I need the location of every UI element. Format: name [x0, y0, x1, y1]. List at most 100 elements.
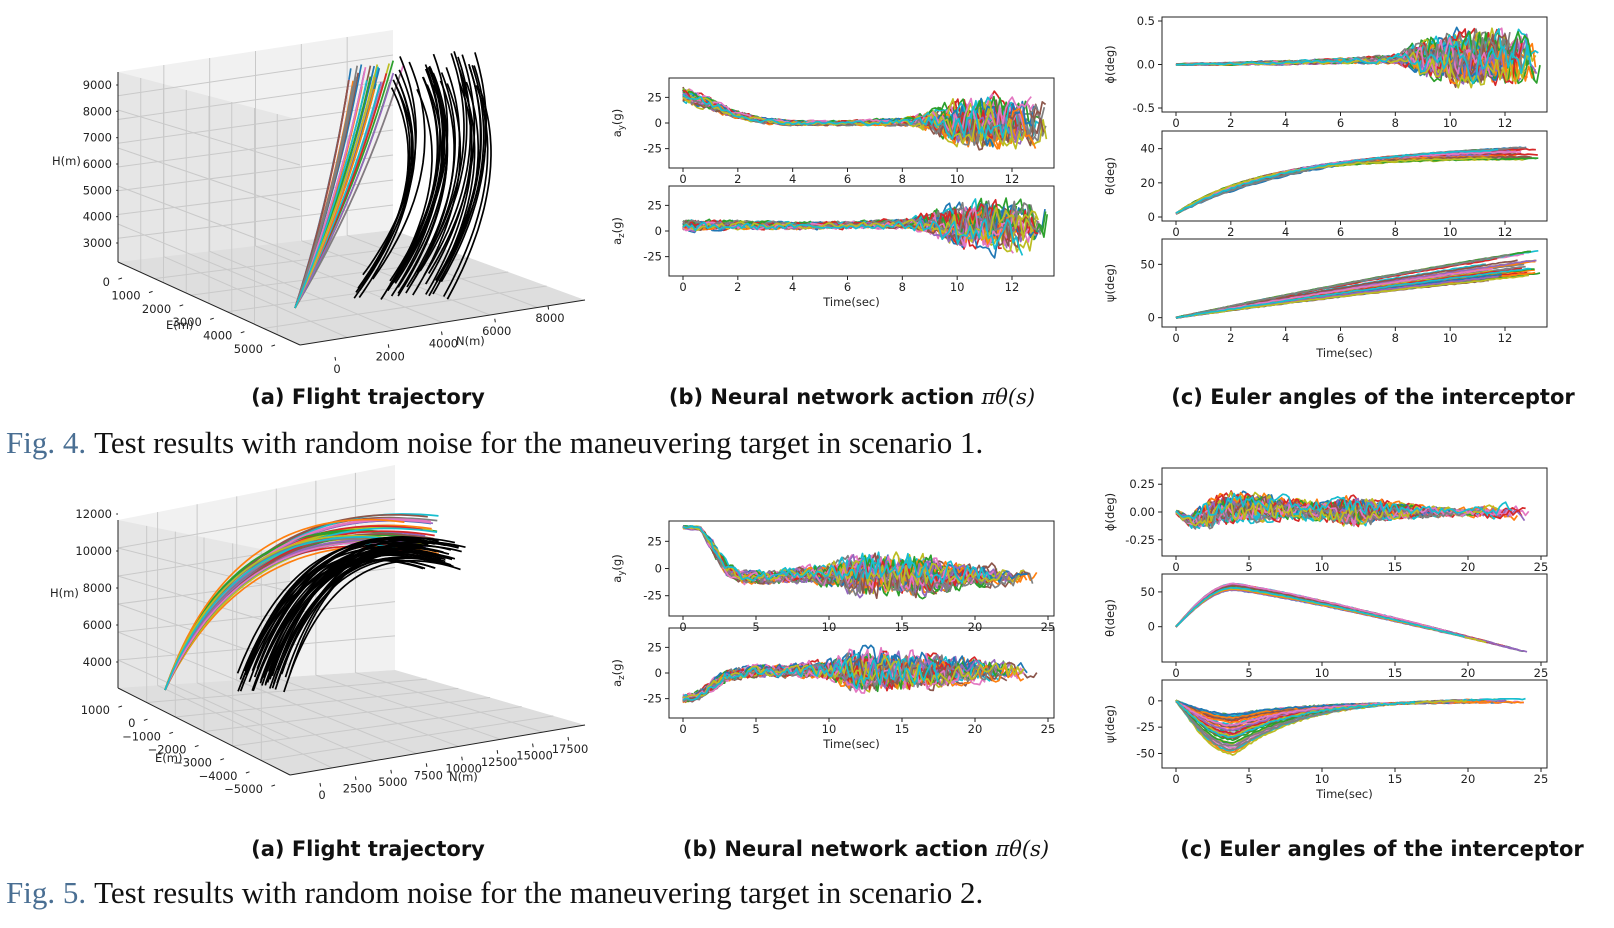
fig5b_top-xtick-label-3: 15: [895, 620, 910, 634]
fig5a-grid-back-h-3: [117, 567, 396, 605]
fig5a-y-tick-label-1: 0: [128, 716, 135, 730]
fig4a-x-tick-label-0: 0: [333, 362, 340, 376]
fig5a-y-tick-mark-2: [169, 731, 174, 735]
fig5a-y-tick-mark-1: [143, 718, 148, 721]
fig5b_bottom-xtick-label-1: 5: [752, 722, 759, 736]
fig5c_phi-xtick-label-5: 25: [1534, 560, 1549, 574]
fig4a-grid-side-d-2: [117, 147, 301, 211]
fig4b_bottom-xlabel: Time(sec): [822, 295, 880, 309]
fig5a-grid-side-d-5: [117, 659, 291, 739]
fig4b_top-xtick-label-3: 6: [844, 172, 851, 186]
fig5c_phi-series-39: [1175, 492, 1513, 520]
fig4c_theta-series-18: [1175, 157, 1519, 214]
fig5c_psi-xlabel: Time(sec): [1315, 787, 1373, 801]
fig5c_theta-xtick-label-2: 10: [1315, 666, 1330, 680]
fig4b_top-ylabel-unit: (g): [610, 109, 624, 125]
fig5a-x-tick-mark-0: [319, 782, 322, 787]
fig4c_psi-xtick-label-3: 6: [1337, 331, 1344, 345]
fig5a-target-25: [236, 541, 423, 674]
fig5b_bottom-ylabel-sub: z: [617, 675, 627, 680]
fig5b_top-series-39: [682, 525, 991, 584]
fig5-phi-plot: 0 5 10 15 20 25 -0.25 0.00 0.25 ϕ(deg): [1103, 467, 1549, 574]
fig5c_theta-series-39: [1175, 586, 1465, 638]
fig4b_top-xtick-label-5: 10: [950, 172, 965, 186]
fig5a-grid-back-h-4: [117, 601, 396, 633]
fig5b_top-xtick-label-5: 25: [1041, 620, 1056, 634]
fig5c_theta-series-34: [1175, 583, 1528, 653]
fig4c_theta-series-39: [1175, 148, 1499, 214]
fig4c_psi-xtick-label-0: 0: [1172, 331, 1179, 345]
fig5b_top-ylabel: ay(g): [610, 554, 627, 582]
fig4c_theta-ytick-label-2: 40: [1140, 142, 1155, 156]
fig5a-y-tick-label-5: −4000: [199, 769, 238, 783]
fig4c_theta-series-7: [1175, 157, 1518, 215]
fig5c_theta-series-38: [1175, 587, 1487, 644]
fig5a-target-39: [272, 551, 453, 684]
fig5-subcaption-b-text: (b) Neural network action: [683, 837, 996, 861]
fig5c_theta-series-25: [1175, 586, 1490, 644]
fig5c_theta-series-2: [1175, 583, 1516, 650]
fig4c_psi-xtick-label-4: 8: [1392, 331, 1399, 345]
fig4b_bottom-ylabel-sub: z: [617, 233, 627, 238]
fig4b_bottom-xtick-label-3: 6: [844, 280, 851, 294]
fig5a-grid-back-h-1: [117, 498, 396, 549]
fig4a-interceptor-38: [294, 74, 376, 309]
fig4a-target-6: [440, 65, 487, 283]
fig5b_top-ylabel-sub: y: [617, 571, 627, 576]
fig5b_bottom-ylabel-unit: (g): [610, 659, 624, 675]
fig4a-y-tick-mark-3: [210, 317, 214, 320]
fig4c_psi-xtick-label-2: 4: [1282, 331, 1289, 345]
fig5b_bottom-ytick-label-1: 0: [655, 666, 662, 680]
fig5c_phi-xtick-label-4: 20: [1461, 560, 1476, 574]
fig4-phi-plot: 0 2 4 6 8 10 12 -0.5 0.0 0.5 ϕ(deg): [1103, 14, 1548, 130]
fig5c_phi-xtick-label-1: 5: [1245, 560, 1252, 574]
fig4c_phi-xtick-label-0: 0: [1172, 116, 1179, 130]
fig4-caption: Fig. 4. Test results with random noise fo…: [6, 425, 983, 460]
fig4a-y-axis-line: [117, 261, 301, 346]
fig5a-x-tick-mark-1: [354, 776, 357, 781]
fig4c_theta-series-25: [1175, 155, 1533, 214]
fig4c_phi-xtick-label-5: 10: [1443, 116, 1458, 130]
fig5a-grid-side-d-4: [117, 631, 291, 703]
fig4a-x-tick-mark-2: [441, 331, 443, 336]
fig5-psi-plot: 0 5 10 15 20 25 -50 -25 0 ψ(deg) Time(sec): [1103, 679, 1548, 801]
fig5c_phi-xtick-label-2: 10: [1315, 560, 1330, 574]
fig5a-y-tick-mark-6: [271, 784, 276, 787]
fig4c_theta-series-37: [1175, 146, 1526, 214]
fig5c_psi-series-group: [1175, 697, 1526, 756]
fig5c_phi-ytick-label-0: -0.25: [1125, 533, 1155, 547]
fig4-action-ay-plot: 0 2 4 6 8 10 12 -25 0 25 ay(g): [610, 77, 1055, 186]
fig5b_bottom-xtick-label-2: 10: [822, 722, 837, 736]
fig4c_phi-xtick-label-6: 12: [1498, 116, 1513, 130]
fig4b_bottom-ytick-label-2: 25: [647, 198, 662, 212]
fig4b_bottom-ytick-label-1: 0: [655, 224, 662, 238]
fig4a-y-tick-label-3: 3000: [173, 315, 202, 329]
fig4c_phi-xtick-label-2: 4: [1282, 116, 1289, 130]
fig5c_theta-series-17: [1175, 587, 1503, 647]
fig5a-x-tick-label-3: 7500: [414, 768, 443, 782]
fig4a-x-axis-line: [299, 299, 586, 346]
fig4a-grid-floor-d-4: [263, 285, 547, 329]
fig4a-z-tick-label-4: 7000: [83, 131, 112, 145]
fig4c_theta-xtick-label-3: 6: [1337, 225, 1344, 239]
fig4c_theta-xtick-label-2: 4: [1282, 225, 1289, 239]
fig5c_psi-ylabel: ψ(deg): [1103, 705, 1117, 743]
fig4c_phi-xtick-label-4: 8: [1392, 116, 1399, 130]
fig4a-y-tick-mark-2: [179, 304, 184, 307]
fig5c_theta-ylabel: θ(deg): [1103, 599, 1117, 637]
fig4b_top-xtick-label-2: 4: [789, 172, 796, 186]
fig4c_psi-xtick-label-1: 2: [1227, 331, 1234, 345]
fig4b_top-xtick-label-1: 2: [734, 172, 741, 186]
fig5a-x-tick-label-2: 5000: [378, 775, 407, 789]
fig5-action-az-plot: 0 5 10 15 20 25 -25 0 25 az(g) Time(sec): [610, 627, 1055, 751]
fig4c_theta-xtick-label-6: 12: [1498, 225, 1513, 239]
fig4a-y-tick-label-2: 2000: [142, 302, 171, 316]
fig4a-trajectories: [294, 51, 492, 309]
fig4b_top-series-39: [682, 93, 1010, 141]
fig4c_psi-ytick-label-1: 50: [1140, 257, 1155, 271]
fig4a-target-39: [355, 79, 411, 293]
fig4b_bottom-xtick-label-5: 10: [950, 280, 965, 294]
fig5a-z-tick-label-2: 8000: [83, 581, 112, 595]
fig5a-x-tick-mark-4: [461, 756, 463, 761]
fig5a-x-tick-label-1: 2500: [343, 781, 372, 795]
